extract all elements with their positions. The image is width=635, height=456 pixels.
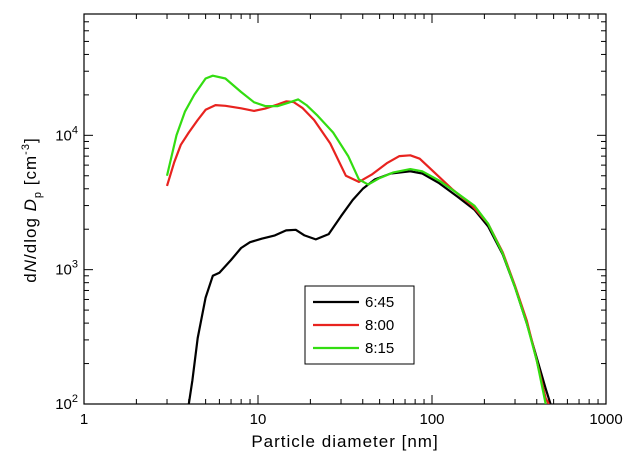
x-tick-label: 100 — [419, 411, 444, 428]
plot-frame — [83, 13, 607, 405]
series-line-3 — [165, 74, 547, 404]
y-tick-label: 104 — [55, 124, 78, 144]
y-tick-label: 103 — [55, 259, 78, 279]
x-tick-label: 1 — [80, 411, 88, 428]
x-tick-label: 10 — [250, 411, 267, 428]
x-axis-label: Particle diameter [nm] — [251, 432, 438, 451]
axis-tick-labels: 1 10 100 1000 102 103 104 — [55, 124, 623, 428]
y-axis-label: dN/dlog Dp [cm-3] — [20, 137, 44, 282]
y-tick-label: 102 — [55, 393, 78, 413]
legend: 6:45 8:00 8:15 — [304, 285, 415, 365]
legend-label: 8:00 — [365, 317, 394, 334]
axis-ticks — [83, 13, 607, 405]
legend-label: 8:15 — [365, 340, 394, 357]
legend-label: 6:45 — [365, 294, 394, 311]
x-tick-label: 1000 — [589, 411, 622, 428]
series-lines — [165, 74, 552, 404]
